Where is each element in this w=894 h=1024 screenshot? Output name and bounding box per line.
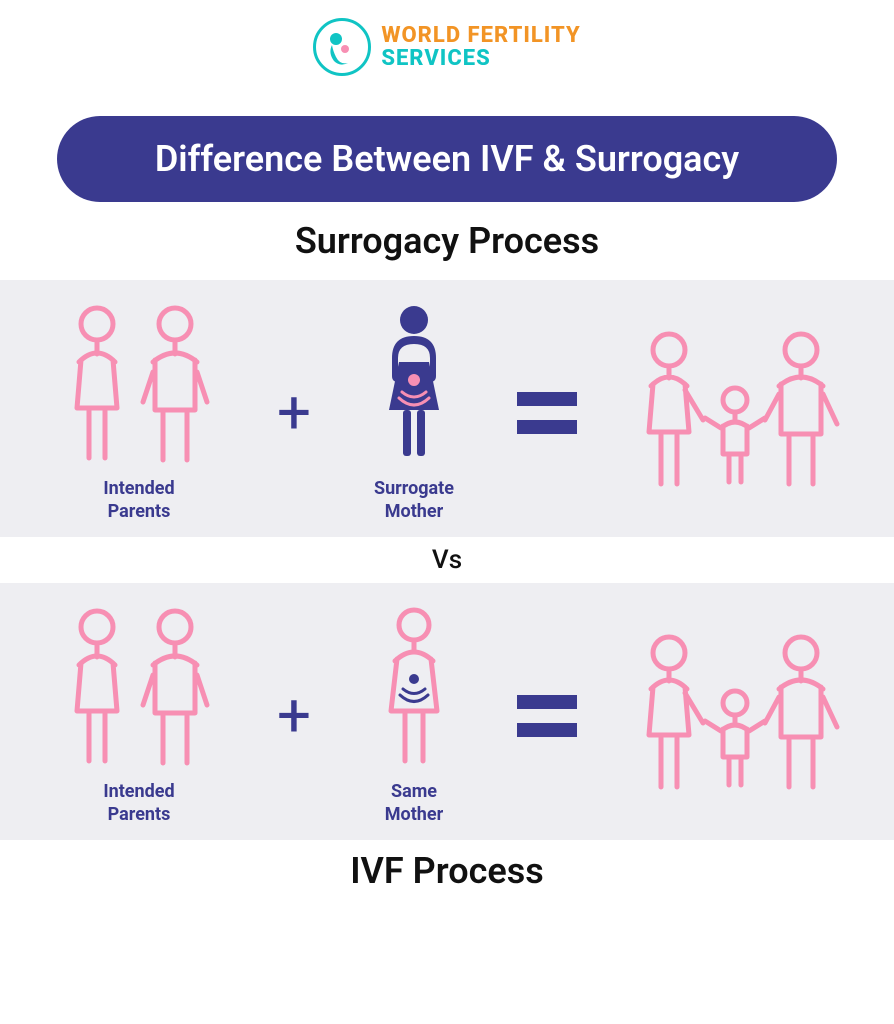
family-icon bbox=[625, 631, 845, 801]
logo: WORLD FERTILITY SERVICES bbox=[0, 0, 894, 86]
surrogate-mother-cell: SurrogateMother bbox=[359, 302, 469, 523]
same-mother-cell: SameMother bbox=[359, 605, 469, 826]
surrogate-icon bbox=[359, 302, 469, 472]
surrogate-mother-label: SurrogateMother bbox=[374, 478, 454, 523]
intended-parents-label-2: IntendedParents bbox=[103, 781, 174, 826]
logo-text: WORLD FERTILITY SERVICES bbox=[381, 24, 580, 70]
title-pill: Difference Between IVF & Surrogacy bbox=[57, 116, 837, 202]
couple-icon bbox=[49, 302, 229, 472]
couple-icon bbox=[49, 605, 229, 775]
mother-baby-icon bbox=[322, 27, 362, 67]
intended-parents-cell: IntendedParents bbox=[49, 302, 229, 523]
family-result-cell bbox=[625, 328, 845, 498]
family-result-cell-2 bbox=[625, 631, 845, 801]
family-icon bbox=[625, 328, 845, 498]
same-mother-label: SameMother bbox=[385, 781, 443, 826]
logo-mark bbox=[313, 18, 371, 76]
intended-parents-label: IntendedParents bbox=[103, 478, 174, 523]
logo-line1: WORLD FERTILITY bbox=[381, 24, 580, 47]
vs-label: Vs bbox=[0, 537, 894, 583]
plus-symbol: + bbox=[277, 383, 311, 443]
equals-symbol bbox=[517, 392, 577, 434]
plus-symbol-2: + bbox=[277, 686, 311, 746]
ivf-panel: IntendedParents + SameMother bbox=[0, 583, 894, 840]
intended-parents-cell-2: IntendedParents bbox=[49, 605, 229, 826]
ivf-heading: IVF Process bbox=[0, 850, 894, 892]
surrogacy-panel: IntendedParents + SurrogateMother bbox=[0, 280, 894, 537]
logo-line2: SERVICES bbox=[381, 47, 580, 70]
surrogacy-heading: Surrogacy Process bbox=[0, 220, 894, 262]
equals-symbol-2 bbox=[517, 695, 577, 737]
same-mother-icon bbox=[359, 605, 469, 775]
